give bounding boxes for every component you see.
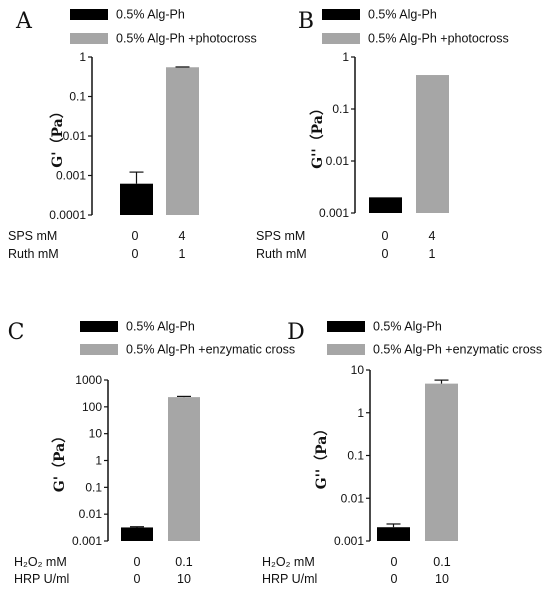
y-tick-label: 0.001 <box>72 534 102 548</box>
y-tick-label: 1 <box>95 454 102 468</box>
condition-label: H₂O₂ mM <box>14 555 67 569</box>
bar <box>369 197 402 213</box>
condition-value: 0 <box>134 572 141 586</box>
panel-b: B 0.5% Alg-Ph 0.5% Alg-Ph +photocross 1 0.1 0… <box>256 8 509 262</box>
bar <box>121 527 153 541</box>
panel-letter: C <box>8 320 25 345</box>
condition-label: SPS mM <box>256 229 305 243</box>
legend-swatch <box>327 344 365 355</box>
y-tick-label: 0.01 <box>341 491 365 505</box>
condition-value: 0 <box>134 555 141 569</box>
legend-swatch <box>80 321 118 332</box>
y-axis-label: G'（Pa） <box>50 104 66 167</box>
bar <box>120 183 153 215</box>
legend-swatch <box>70 9 108 20</box>
condition-value: 0 <box>382 229 389 243</box>
condition-value: 0 <box>391 572 398 586</box>
y-tick-label: 0.001 <box>319 206 349 220</box>
bar <box>166 67 199 215</box>
bar <box>425 383 458 541</box>
y-tick-label: 0.0001 <box>49 208 86 222</box>
condition-label: HRP U/ml <box>262 572 317 586</box>
condition-value: 10 <box>435 572 449 586</box>
y-tick-label: 0.01 <box>63 129 87 143</box>
y-axis-label: G''（Pa） <box>310 101 326 169</box>
condition-value: 0 <box>132 247 139 261</box>
bar <box>377 527 410 541</box>
y-tick-label: 0.1 <box>332 102 349 116</box>
bar <box>168 397 200 541</box>
legend-label: 0.5% Alg-Ph <box>368 8 437 22</box>
condition-value: 0 <box>382 247 389 261</box>
y-tick-label: 0.01 <box>79 507 103 521</box>
panel-c: C 0.5% Alg-Ph 0.5% Alg-Ph +enzymatic cross… <box>8 320 296 587</box>
condition-value: 1 <box>429 247 436 261</box>
condition-value: 4 <box>429 229 436 243</box>
y-tick-label: 10 <box>89 427 103 441</box>
legend-label: 0.5% Alg-Ph +photocross <box>116 32 257 46</box>
y-tick-label: 1 <box>342 50 349 64</box>
y-axis-label: G''（Pa） <box>314 422 330 490</box>
legend-label: 0.5% Alg-Ph <box>373 320 442 334</box>
condition-label: Ruth mM <box>256 247 307 261</box>
condition-value: 10 <box>177 572 191 586</box>
y-tick-label: 0.01 <box>326 154 350 168</box>
y-tick-label: 0.001 <box>334 534 364 548</box>
panel-letter: D <box>287 320 305 345</box>
y-tick-label: 0.1 <box>69 90 86 104</box>
legend-label: 0.5% Alg-Ph <box>116 8 185 22</box>
y-tick-label: 10 <box>351 363 365 377</box>
y-tick-label: 1 <box>357 406 364 420</box>
condition-label: SPS mM <box>8 229 57 243</box>
y-tick-label: 100 <box>82 400 102 414</box>
condition-value: 0 <box>391 555 398 569</box>
legend-label: 0.5% Alg-Ph <box>126 320 195 334</box>
panel-d: D 0.5% Alg-Ph 0.5% Alg-Ph +enzymatic cross… <box>262 320 542 587</box>
condition-value: 0 <box>132 229 139 243</box>
condition-value: 0.1 <box>175 555 192 569</box>
legend-swatch <box>70 33 108 44</box>
legend-swatch <box>322 33 360 44</box>
bar <box>416 75 449 213</box>
condition-value: 4 <box>179 229 186 243</box>
condition-value: 1 <box>179 247 186 261</box>
legend-swatch <box>80 344 118 355</box>
y-axis-label: G'（Pa） <box>52 429 68 492</box>
condition-label: H₂O₂ mM <box>262 555 315 569</box>
legend-swatch <box>322 9 360 20</box>
panel-letter: B <box>298 9 314 34</box>
y-tick-label: 0.1 <box>347 449 364 463</box>
y-tick-label: 0.001 <box>56 169 86 183</box>
legend-label: 0.5% Alg-Ph +photocross <box>368 32 509 46</box>
y-tick-label: 1 <box>79 50 86 64</box>
y-tick-label: 0.1 <box>85 480 102 494</box>
legend-label: 0.5% Alg-Ph +enzymatic cross <box>126 343 295 357</box>
condition-label: Ruth mM <box>8 247 59 261</box>
panel-letter: A <box>15 9 33 34</box>
panel-a: A 0.5% Alg-Ph 0.5% Alg-Ph +photocross 1 0.1 0… <box>8 8 257 262</box>
condition-label: HRP U/ml <box>14 572 69 586</box>
condition-value: 0.1 <box>433 555 450 569</box>
y-tick-label: 1000 <box>75 373 102 387</box>
legend-swatch <box>327 321 365 332</box>
legend-label: 0.5% Alg-Ph +enzymatic cross <box>373 343 542 357</box>
